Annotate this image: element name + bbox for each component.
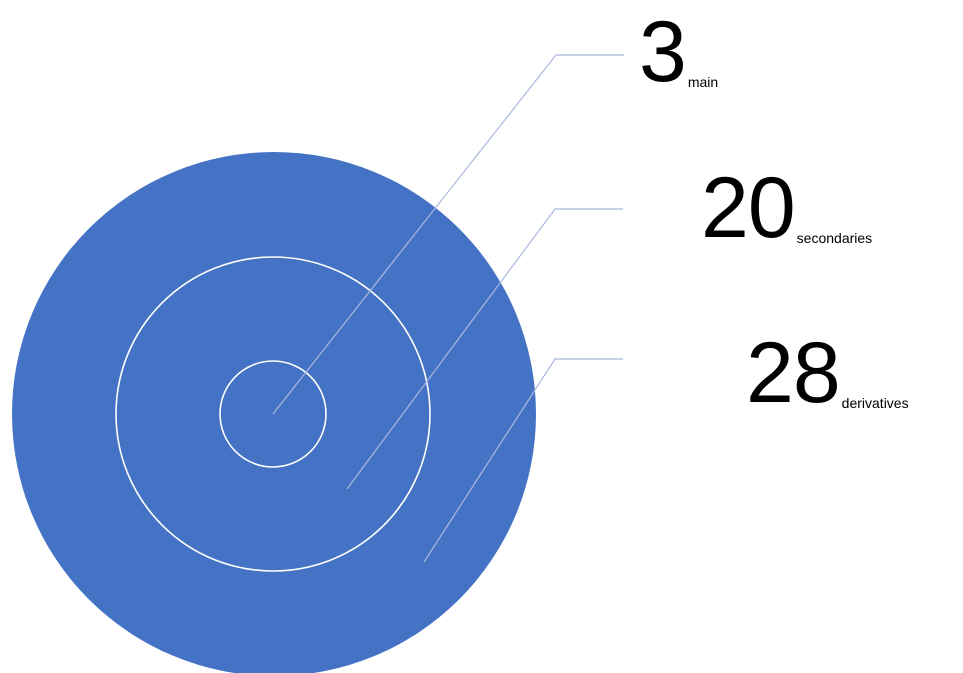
derivatives-caption: derivatives xyxy=(841,394,909,411)
secondaries-caption: secondaries xyxy=(796,229,873,246)
main-caption: main xyxy=(687,73,719,90)
leader-line-derivatives xyxy=(423,358,623,563)
secondaries-count: 20 xyxy=(701,160,796,256)
middle-ring-secondaries xyxy=(115,256,431,572)
label-main: 3 main xyxy=(639,4,719,100)
derivatives-count: 28 xyxy=(746,325,841,421)
main-count: 3 xyxy=(639,4,687,100)
label-secondaries: 20 secondaries xyxy=(701,160,873,256)
leader-line-secondaries xyxy=(346,208,623,490)
inner-ring-main xyxy=(219,360,327,468)
label-derivatives: 28 derivatives xyxy=(746,325,909,421)
leader-line-main xyxy=(272,54,624,415)
